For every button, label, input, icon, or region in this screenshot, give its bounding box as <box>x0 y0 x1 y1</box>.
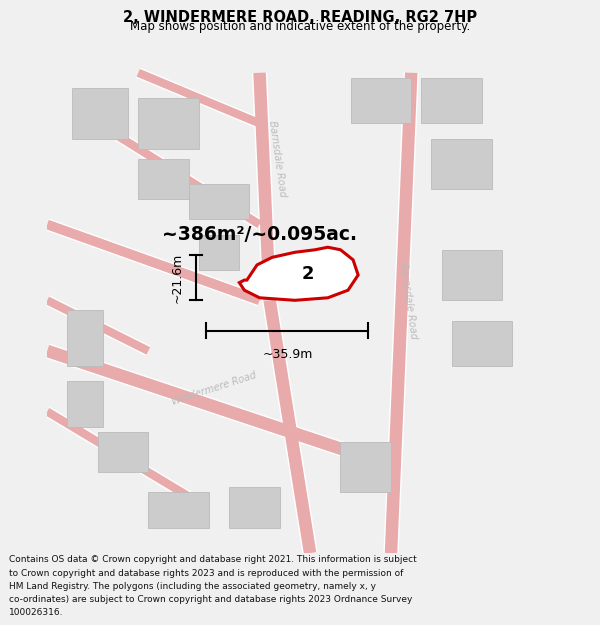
Polygon shape <box>98 432 148 472</box>
Polygon shape <box>138 98 199 149</box>
Polygon shape <box>67 311 103 366</box>
Polygon shape <box>350 78 411 123</box>
Text: Barnsdale Road: Barnsdale Road <box>267 120 287 198</box>
Polygon shape <box>340 442 391 493</box>
Text: HM Land Registry. The polygons (including the associated geometry, namely x, y: HM Land Registry. The polygons (includin… <box>9 582 376 591</box>
Text: co-ordinates) are subject to Crown copyright and database rights 2023 Ordnance S: co-ordinates) are subject to Crown copyr… <box>9 595 412 604</box>
Polygon shape <box>452 321 512 366</box>
Polygon shape <box>73 88 128 139</box>
Polygon shape <box>239 248 358 300</box>
Text: Barnsdale Road: Barnsdale Road <box>398 261 419 339</box>
Polygon shape <box>442 250 502 300</box>
Polygon shape <box>199 234 239 270</box>
Text: Contains OS data © Crown copyright and database right 2021. This information is : Contains OS data © Crown copyright and d… <box>9 555 417 564</box>
Polygon shape <box>189 184 250 219</box>
Text: to Crown copyright and database rights 2023 and is reproduced with the permissio: to Crown copyright and database rights 2… <box>9 569 403 578</box>
Polygon shape <box>148 492 209 528</box>
Polygon shape <box>421 78 482 123</box>
Text: Map shows position and indicative extent of the property.: Map shows position and indicative extent… <box>130 20 470 33</box>
Polygon shape <box>138 159 189 199</box>
Text: ~21.6m: ~21.6m <box>171 253 184 302</box>
Text: ~35.9m: ~35.9m <box>262 348 313 361</box>
Text: ~386m²/~0.095ac.: ~386m²/~0.095ac. <box>162 225 357 244</box>
Polygon shape <box>67 381 103 427</box>
Text: Windermere Road: Windermere Road <box>170 371 257 408</box>
Text: 100026316.: 100026316. <box>9 609 64 618</box>
Text: 2: 2 <box>301 265 314 283</box>
Text: 2, WINDERMERE ROAD, READING, RG2 7HP: 2, WINDERMERE ROAD, READING, RG2 7HP <box>123 11 477 26</box>
Polygon shape <box>431 139 492 189</box>
Polygon shape <box>229 488 280 528</box>
